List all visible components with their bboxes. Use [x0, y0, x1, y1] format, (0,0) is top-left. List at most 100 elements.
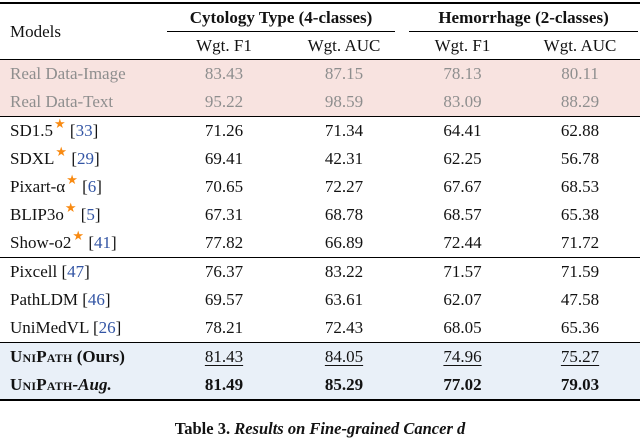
group-header-hemorrhage: Hemorrhage (2-classes) [405, 3, 640, 33]
table-row: PathLDM [46] 69.57 63.61 62.07 47.58 [0, 286, 640, 314]
citation-link[interactable]: 33 [75, 121, 93, 140]
value-cell: 62.07 [443, 290, 482, 309]
model-cell: BLIP3o★ [5] [0, 201, 165, 229]
model-cell: Real Data-Image [0, 60, 165, 89]
citation-link[interactable]: 29 [76, 149, 94, 168]
model-cell: SD1.5★ [33] [0, 116, 165, 145]
group-header-hemorrhage-label: Hemorrhage (2-classes) [409, 5, 639, 32]
citation-brackets: [47] [57, 262, 90, 281]
value-cell: 66.89 [324, 233, 364, 252]
value-cell: 68.57 [443, 205, 482, 224]
value-cell: 72.44 [443, 233, 482, 252]
model-cell: Pixart-α★ [6] [0, 173, 165, 201]
star-icon: ★ [66, 172, 78, 188]
model-cell: UniMedVL [26] [0, 314, 165, 343]
citation-link[interactable]: 6 [87, 177, 97, 196]
value-cell: 85.29 [324, 375, 364, 394]
value-cell: 70.65 [204, 177, 244, 196]
table-caption: Table 3. Results on Fine-grained Cancer … [0, 419, 640, 439]
value-cell: 67.31 [204, 205, 244, 224]
model-cell: PathLDM [46] [0, 286, 165, 314]
subheader-row: Wgt. F1 Wgt. AUC Wgt. F1 Wgt. AUC [0, 33, 640, 60]
subheader-hemorrhage-auc: Wgt. AUC [543, 36, 617, 55]
model-name: Real Data-Image [10, 64, 126, 83]
subheader-hemorrhage-f1: Wgt. F1 [434, 36, 491, 55]
value-cell: 83.43 [204, 64, 244, 83]
value-cell: 81.49 [204, 375, 244, 394]
value-cell: 42.31 [324, 149, 364, 168]
value-cell: 65.36 [560, 318, 600, 337]
value-cell: 78.21 [204, 318, 244, 337]
model-name: UniPath [10, 347, 73, 366]
citation-brackets: [41] [84, 233, 117, 252]
table-row: Pixcell [47] 76.37 83.22 71.57 71.59 [0, 257, 640, 286]
value-cell: 68.05 [443, 318, 482, 337]
table-row: UniMedVL [26] 78.21 72.43 68.05 65.36 [0, 314, 640, 343]
subheader-cytology-f1: Wgt. F1 [196, 36, 252, 55]
model-cell: Real Data-Text [0, 88, 165, 117]
model-name: PathLDM [10, 290, 78, 309]
model-cell: UniPath (Ours) [0, 342, 165, 371]
value-cell: 56.78 [560, 149, 600, 168]
table-caption-text: Results on Fine-grained Cancer d [230, 419, 466, 438]
value-cell: 67.67 [443, 177, 482, 196]
value-cell: 81.43 [165, 342, 283, 371]
value-cell: 69.41 [204, 149, 244, 168]
citation-brackets: [46] [78, 290, 111, 309]
citation-brackets: [6] [77, 177, 102, 196]
value-cell: 79.03 [560, 375, 600, 394]
table-row: Pixart-α★ [6] 70.65 72.27 67.67 68.53 [0, 173, 640, 201]
group-header-row: Models Cytology Type (4-classes) Hemorrh… [0, 3, 640, 41]
value-cell: 72.27 [324, 177, 364, 196]
value-cell: 84.05 [283, 342, 406, 371]
star-icon: ★ [53, 116, 66, 132]
model-name: Pixcell [10, 262, 58, 281]
citation-brackets: [29] [67, 149, 100, 168]
value-cell: 65.38 [560, 205, 600, 224]
table-row: SD1.5★ [33] 71.26 71.34 64.41 62.88 [0, 116, 640, 145]
model-name: UniMedVL [10, 318, 89, 337]
value-cell: 75.27 [520, 342, 640, 371]
value-cell: 71.34 [283, 116, 406, 145]
citation-brackets: [33] [65, 121, 99, 140]
star-icon: ★ [72, 228, 85, 244]
model-name: BLIP3o [10, 205, 64, 224]
value-cell: 78.13 [443, 64, 482, 83]
value-cell: 83.22 [283, 257, 406, 286]
value-cell: 68.78 [324, 205, 364, 224]
value-cell: 95.22 [204, 92, 244, 111]
value-cell: 62.25 [443, 149, 482, 168]
value-cell: 74.96 [405, 342, 521, 371]
table-row: UniPath-Aug. 81.49 85.29 77.02 79.03 [0, 371, 640, 400]
model-cell: Pixcell [47] [0, 257, 165, 286]
citation-link[interactable]: 41 [93, 233, 111, 252]
citation-link[interactable]: 46 [87, 290, 105, 309]
results-table: Models Cytology Type (4-classes) Hemorrh… [0, 2, 640, 401]
value-cell: 83.09 [443, 92, 482, 111]
value-cell: 64.41 [405, 116, 521, 145]
group-header-cytology-label: Cytology Type (4-classes) [167, 5, 396, 32]
value-cell: 80.11 [561, 64, 599, 83]
model-name: UniPath [10, 375, 73, 394]
citation-link[interactable]: 47 [67, 262, 85, 281]
table-row: SDXL★ [29] 69.41 42.31 62.25 56.78 [0, 145, 640, 173]
citation-link[interactable]: 26 [98, 318, 116, 337]
model-name: SDXL [10, 149, 55, 168]
models-column-header: Models [10, 21, 61, 41]
table-row: Show-o2★ [41] 77.82 66.89 72.44 71.72 [0, 229, 640, 258]
value-cell: 69.57 [204, 290, 244, 309]
value-cell: 72.43 [324, 318, 364, 337]
model-name: Real Data-Text [10, 92, 114, 111]
value-cell: 76.37 [165, 257, 283, 286]
value-cell: 77.82 [204, 233, 244, 252]
table-row: UniPath (Ours) 81.43 84.05 74.96 75.27 [0, 342, 640, 371]
model-name: SD1.5 [10, 121, 53, 140]
model-cell: UniPath-Aug. [0, 371, 165, 400]
table-row: BLIP3o★ [5] 67.31 68.78 68.57 65.38 [0, 201, 640, 229]
model-cell: SDXL★ [29] [0, 145, 165, 173]
model-name: Show-o2 [10, 233, 72, 252]
value-cell: 71.26 [165, 116, 283, 145]
table-header: Models Cytology Type (4-classes) Hemorrh… [0, 3, 640, 60]
model-name-suffix: (Ours) [72, 347, 125, 366]
citation-link[interactable]: 5 [86, 205, 95, 224]
